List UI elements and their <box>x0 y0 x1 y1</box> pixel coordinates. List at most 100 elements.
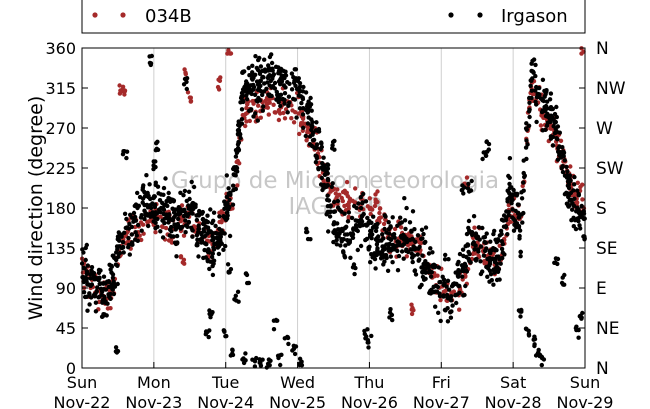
point-irgason <box>428 246 433 251</box>
point-irgason <box>267 54 273 60</box>
point-irgason <box>484 264 489 270</box>
point-irgason <box>478 259 483 264</box>
point-irgason <box>537 92 542 97</box>
point-irgason <box>254 98 259 103</box>
point-034b <box>374 200 379 205</box>
point-irgason <box>428 274 434 279</box>
point-034b <box>472 225 477 230</box>
point-irgason <box>203 233 208 239</box>
point-034b <box>244 105 249 111</box>
y-tick-label: 225 <box>45 159 76 178</box>
point-irgason <box>265 80 270 85</box>
point-irgason <box>571 215 576 220</box>
point-irgason <box>113 345 119 350</box>
point-irgason <box>469 230 475 235</box>
point-irgason <box>231 183 236 188</box>
point-irgason <box>473 258 479 263</box>
point-irgason <box>232 297 237 302</box>
point-034b <box>575 200 580 205</box>
point-irgason <box>260 92 265 98</box>
point-irgason <box>572 174 577 180</box>
point-irgason <box>484 231 489 236</box>
point-irgason <box>257 55 262 61</box>
point-irgason <box>399 220 404 225</box>
point-irgason <box>442 257 448 262</box>
point-irgason <box>325 197 330 203</box>
point-034b <box>464 175 470 180</box>
point-irgason <box>511 216 516 222</box>
point-irgason <box>223 243 228 249</box>
point-irgason <box>544 89 549 95</box>
point-irgason <box>379 250 384 255</box>
point-irgason <box>352 271 357 277</box>
point-irgason <box>576 218 581 224</box>
point-irgason <box>189 206 194 211</box>
point-034b <box>347 199 352 205</box>
point-irgason <box>124 216 129 222</box>
point-034b <box>235 158 240 164</box>
point-irgason <box>348 255 353 260</box>
point-034b <box>245 102 250 107</box>
point-034b <box>435 273 440 278</box>
point-irgason <box>111 291 117 297</box>
point-irgason <box>443 252 448 258</box>
point-irgason <box>300 112 306 117</box>
point-irgason <box>528 83 533 89</box>
point-irgason <box>151 163 156 168</box>
point-irgason <box>291 96 296 102</box>
point-irgason <box>239 90 245 96</box>
point-irgason <box>526 109 532 114</box>
point-irgason <box>81 290 87 295</box>
point-irgason <box>307 142 313 147</box>
point-irgason <box>326 229 331 234</box>
point-irgason <box>522 173 527 178</box>
point-irgason <box>125 225 130 230</box>
point-irgason <box>305 121 311 126</box>
point-irgason <box>571 224 576 229</box>
y-tick-label: 360 <box>45 39 76 58</box>
point-irgason <box>534 102 539 107</box>
point-irgason <box>566 194 571 200</box>
point-irgason <box>230 348 235 353</box>
point-irgason <box>438 279 443 285</box>
point-irgason <box>201 227 206 232</box>
point-irgason <box>286 341 291 347</box>
legend-marker-irgason <box>477 12 483 18</box>
point-irgason <box>390 215 395 220</box>
point-irgason <box>169 224 174 230</box>
point-irgason <box>262 57 267 62</box>
point-irgason <box>423 259 428 264</box>
point-irgason <box>562 158 567 163</box>
point-irgason <box>392 235 397 240</box>
point-irgason <box>283 73 289 78</box>
point-irgason <box>147 182 152 187</box>
point-irgason <box>448 315 454 320</box>
point-034b <box>153 230 158 235</box>
point-irgason <box>296 86 302 91</box>
point-irgason <box>446 257 451 262</box>
point-irgason <box>466 256 471 261</box>
point-irgason <box>524 327 529 332</box>
point-irgason <box>154 141 159 146</box>
point-034b <box>251 101 256 106</box>
point-irgason <box>151 195 156 200</box>
point-irgason <box>230 202 236 207</box>
x-tick-label-day: Fri <box>432 373 451 392</box>
point-irgason <box>383 246 388 251</box>
point-irgason <box>376 234 381 239</box>
point-irgason <box>375 248 380 253</box>
point-irgason <box>142 216 147 222</box>
point-irgason <box>576 193 581 198</box>
point-irgason <box>358 195 363 200</box>
point-034b <box>296 111 301 116</box>
point-irgason <box>183 213 188 218</box>
x-tick-label-date: Nov-24 <box>197 393 254 409</box>
point-irgason <box>501 218 506 223</box>
point-irgason <box>319 140 324 145</box>
point-irgason <box>510 197 515 203</box>
point-irgason <box>450 283 456 288</box>
point-irgason <box>172 240 178 245</box>
point-irgason <box>233 148 239 153</box>
point-irgason <box>544 123 550 128</box>
